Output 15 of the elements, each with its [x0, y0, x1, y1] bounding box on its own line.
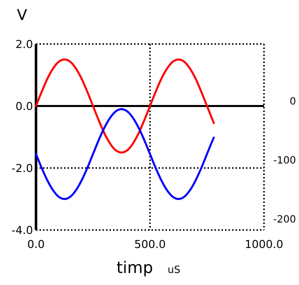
y-axis-title: V: [16, 6, 28, 24]
y-tick-label: 0.0: [16, 100, 33, 113]
text: uS: [168, 265, 180, 276]
y2-tick-label: -200: [273, 214, 296, 226]
y-tick-label: -2.0: [12, 162, 33, 175]
line-series: [35, 108, 215, 200]
x-tick-label: 500.0: [134, 238, 166, 251]
x-axis-title: timp: [116, 258, 153, 277]
y-tick-label: 2.0: [16, 38, 33, 51]
x-tick-label: 0.0: [27, 238, 45, 251]
y-tick-label: -4.0: [12, 224, 33, 237]
line-series: [35, 58, 215, 154]
y2-tick-label: 0: [290, 96, 296, 108]
y2-tick-label: -100: [273, 155, 296, 166]
x-tick-label: 1000.0: [244, 238, 284, 251]
